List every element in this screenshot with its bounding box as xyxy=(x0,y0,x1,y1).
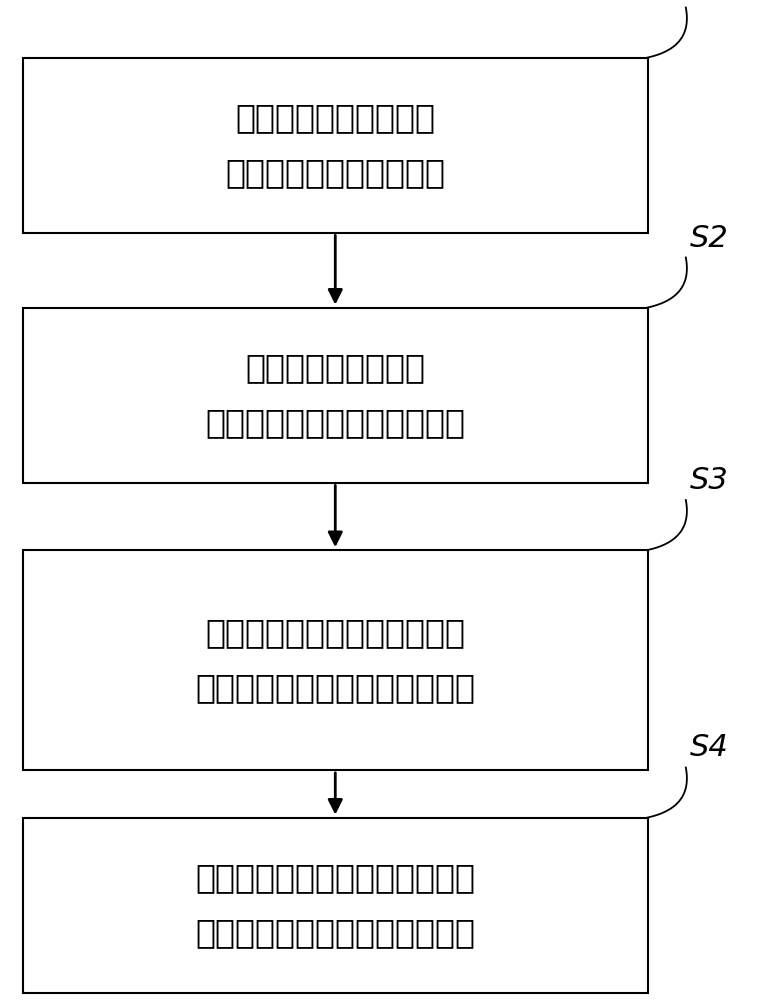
Text: S3: S3 xyxy=(690,466,728,495)
Text: 基于粒子群优化算法求解所述钢: 基于粒子群优化算法求解所述钢 xyxy=(195,671,475,704)
Text: S2: S2 xyxy=(690,224,728,253)
Text: 电系统优化调度模型: 电系统优化调度模型 xyxy=(245,351,425,384)
Bar xyxy=(23,550,648,770)
Text: 根据所述钢铁企业热电系统优化: 根据所述钢铁企业热电系统优化 xyxy=(195,916,475,949)
Bar xyxy=(23,818,648,992)
Text: S4: S4 xyxy=(690,734,728,762)
Text: 化调度模型的约束条件: 化调度模型的约束条件 xyxy=(235,101,435,134)
Bar xyxy=(23,57,648,232)
Text: 铁企业热电系统优化调度模型: 铁企业热电系统优化调度模型 xyxy=(205,616,466,649)
Bar xyxy=(23,308,648,483)
Text: S1: S1 xyxy=(690,0,728,3)
Text: 调度模型输出的最优解进行调度: 调度模型输出的最优解进行调度 xyxy=(195,861,475,894)
Text: 获取钢铁企业热电系统优: 获取钢铁企业热电系统优 xyxy=(226,156,445,189)
Text: 根据所述参数构建钢铁企业热: 根据所述参数构建钢铁企业热 xyxy=(205,406,466,439)
